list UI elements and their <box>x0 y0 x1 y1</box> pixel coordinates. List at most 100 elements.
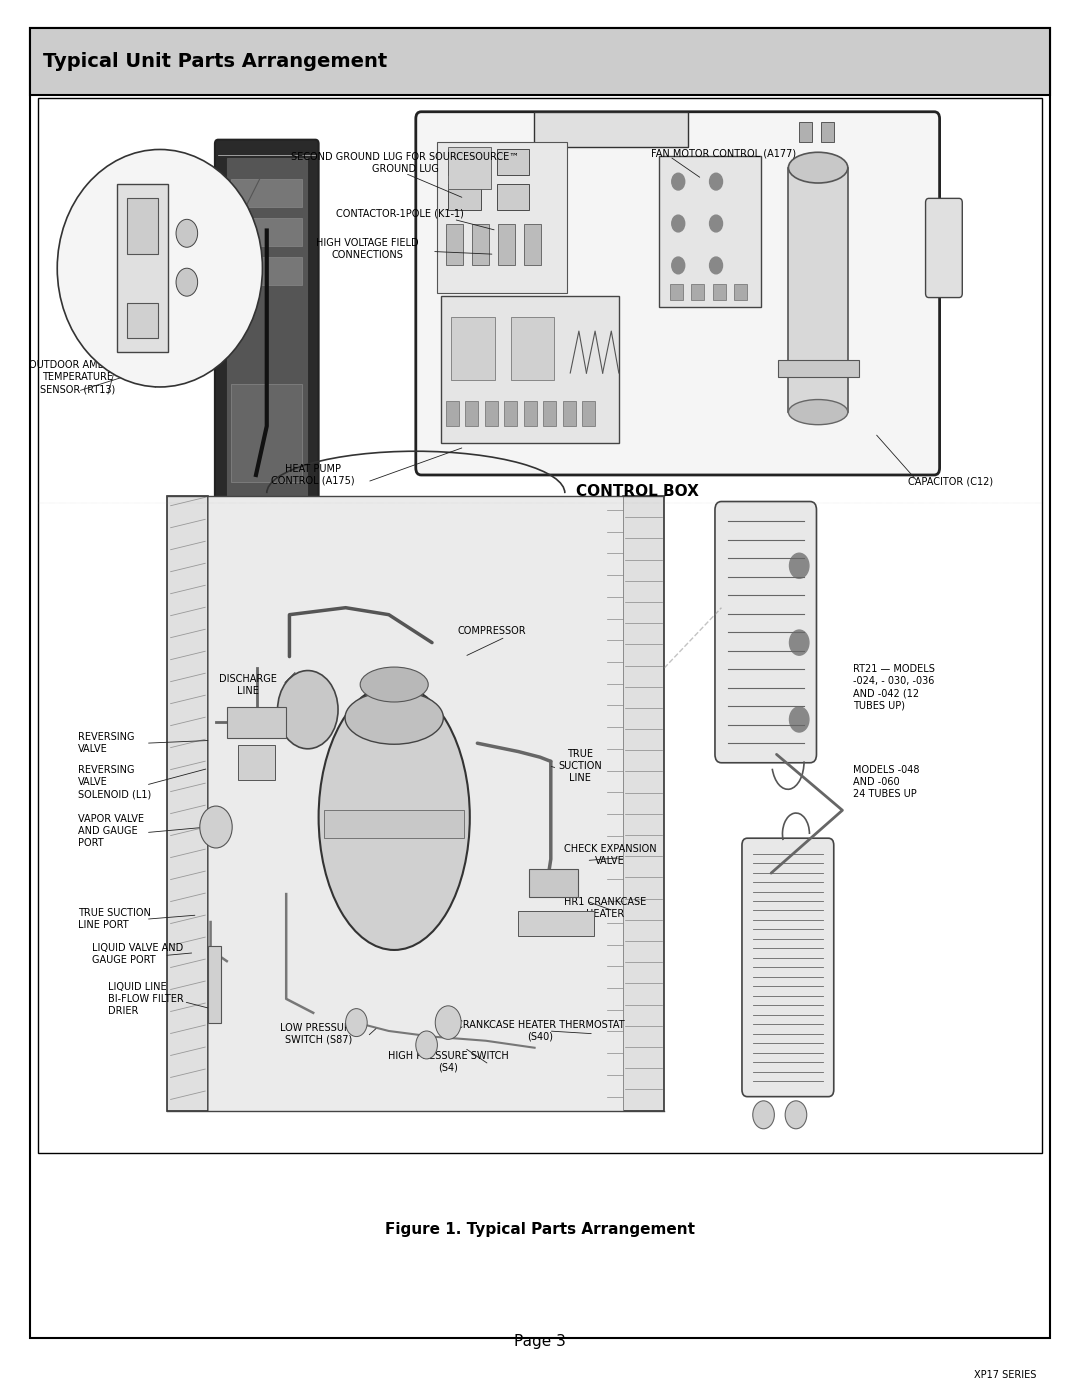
Circle shape <box>672 257 685 274</box>
Text: REVERSING
VALVE: REVERSING VALVE <box>78 732 134 754</box>
Text: Typical Unit Parts Arrangement: Typical Unit Parts Arrangement <box>43 52 388 71</box>
Bar <box>821 122 834 142</box>
Bar <box>518 911 594 936</box>
Text: MODELS -048
AND -060
24 TUBES UP: MODELS -048 AND -060 24 TUBES UP <box>853 766 920 799</box>
Bar <box>127 303 158 338</box>
Text: XP17 SERIES: XP17 SERIES <box>974 1369 1037 1380</box>
Text: OUTDOOR AMBIENT
TEMPERATURE
SENSOR (RT13): OUTDOOR AMBIENT TEMPERATURE SENSOR (RT13… <box>29 360 126 394</box>
Bar <box>497 149 529 175</box>
Bar <box>38 98 1042 1153</box>
Text: Figure 1. Typical Parts Arrangement: Figure 1. Typical Parts Arrangement <box>384 1222 696 1236</box>
Bar <box>472 224 489 265</box>
Bar <box>511 317 554 380</box>
Bar <box>465 401 478 426</box>
Bar <box>788 168 848 412</box>
Ellipse shape <box>360 668 428 701</box>
Bar <box>713 284 726 300</box>
Text: LIQUID VALVE AND
GAUGE PORT: LIQUID VALVE AND GAUGE PORT <box>92 943 183 965</box>
Bar <box>799 122 812 142</box>
Bar <box>778 360 859 377</box>
Circle shape <box>416 1031 437 1059</box>
Circle shape <box>753 1101 774 1129</box>
Circle shape <box>346 1009 367 1037</box>
Bar <box>623 496 664 1111</box>
Text: MUFFLER: MUFFLER <box>226 721 271 732</box>
Circle shape <box>176 268 198 296</box>
Ellipse shape <box>57 149 262 387</box>
Text: CHECK EXPANSION
VALVE: CHECK EXPANSION VALVE <box>564 844 657 866</box>
Circle shape <box>176 219 198 247</box>
Bar <box>231 257 302 285</box>
FancyBboxPatch shape <box>715 502 816 763</box>
Bar <box>437 142 567 293</box>
Text: CAPACITOR (C12): CAPACITOR (C12) <box>908 476 993 488</box>
Bar <box>498 224 515 265</box>
Text: HR1 CRANKCASE
HEATER: HR1 CRANKCASE HEATER <box>564 897 646 919</box>
Bar <box>448 147 491 189</box>
Bar <box>446 224 463 265</box>
Circle shape <box>710 215 723 232</box>
Bar <box>582 401 595 426</box>
Text: SLEEVE: SLEEVE <box>141 316 178 327</box>
Bar <box>691 284 704 300</box>
Circle shape <box>710 173 723 190</box>
Text: Page 3: Page 3 <box>514 1334 566 1348</box>
Bar <box>448 184 481 210</box>
Text: CONTROL BOX: CONTROL BOX <box>576 485 699 499</box>
Text: LIQUID LINE
BI-FLOW FILTER
DRIER: LIQUID LINE BI-FLOW FILTER DRIER <box>108 982 184 1016</box>
Bar <box>448 149 481 175</box>
Bar <box>529 869 578 897</box>
Bar <box>167 496 208 1111</box>
Ellipse shape <box>346 692 443 745</box>
Bar <box>208 946 221 1023</box>
Text: CONTACTOR-1POLE (K1-1): CONTACTOR-1POLE (K1-1) <box>336 208 463 219</box>
Bar <box>231 179 302 207</box>
Bar <box>231 218 302 246</box>
Bar <box>127 198 158 254</box>
Text: TRUE SUCTION
LINE PORT: TRUE SUCTION LINE PORT <box>78 908 150 930</box>
Bar <box>208 496 623 1111</box>
Circle shape <box>672 173 685 190</box>
Text: HEAT PUMP
CONTROL (A175): HEAT PUMP CONTROL (A175) <box>271 464 355 486</box>
Bar <box>670 284 683 300</box>
FancyBboxPatch shape <box>926 198 962 298</box>
Circle shape <box>200 806 232 848</box>
Bar <box>30 28 1050 95</box>
Bar <box>485 401 498 426</box>
Bar <box>524 224 541 265</box>
Circle shape <box>789 630 809 655</box>
Text: RT21 — MODELS
-024, - 030, -036
AND -042 (12
TUBES UP): RT21 — MODELS -024, - 030, -036 AND -042… <box>853 665 935 710</box>
Ellipse shape <box>319 685 470 950</box>
Bar <box>534 112 688 147</box>
Bar <box>734 284 747 300</box>
Circle shape <box>789 707 809 732</box>
Circle shape <box>278 671 338 749</box>
Text: HIGH VOLTAGE FIELD
CONNECTIONS: HIGH VOLTAGE FIELD CONNECTIONS <box>315 237 419 260</box>
Bar <box>324 810 464 838</box>
Bar <box>524 401 537 426</box>
Ellipse shape <box>788 152 848 183</box>
Bar <box>497 184 529 210</box>
Bar <box>451 317 495 380</box>
Text: DISCHARGE
LINE: DISCHARGE LINE <box>219 673 278 696</box>
Circle shape <box>672 215 685 232</box>
Text: FAN MOTOR CONTROL (A177): FAN MOTOR CONTROL (A177) <box>651 148 796 159</box>
Bar <box>543 401 556 426</box>
Bar <box>563 401 576 426</box>
FancyBboxPatch shape <box>215 140 319 514</box>
Bar <box>504 401 517 426</box>
Text: TRUE
SUCTION
LINE: TRUE SUCTION LINE <box>558 749 602 782</box>
Circle shape <box>785 1101 807 1129</box>
FancyBboxPatch shape <box>742 838 834 1097</box>
Bar <box>446 401 459 426</box>
Bar <box>117 184 168 352</box>
Bar <box>238 745 275 780</box>
Ellipse shape <box>788 400 848 425</box>
Text: WIRE TIE: WIRE TIE <box>78 215 121 226</box>
Text: COMPRESSOR: COMPRESSOR <box>457 626 526 637</box>
Text: LOW PRESSURE
SWITCH (S87): LOW PRESSURE SWITCH (S87) <box>280 1023 357 1045</box>
Bar <box>231 384 302 482</box>
Text: CRANKCASE HEATER THERMOSTAT
(S40): CRANKCASE HEATER THERMOSTAT (S40) <box>456 1020 624 1042</box>
Bar <box>227 707 286 738</box>
FancyBboxPatch shape <box>416 112 940 475</box>
